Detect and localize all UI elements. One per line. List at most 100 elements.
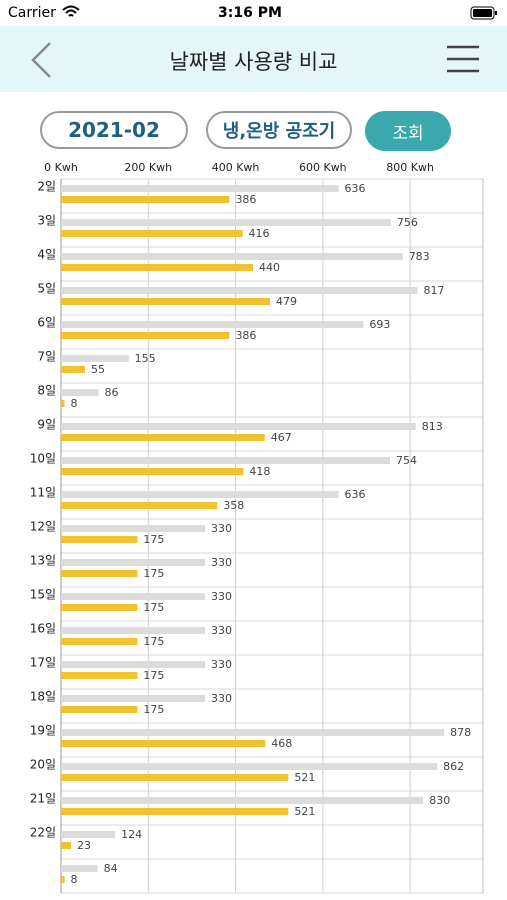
value-label: 693 <box>369 318 390 331</box>
value-label: 756 <box>397 216 418 229</box>
page-title: 날짜별 사용량 비교 <box>169 50 338 74</box>
value-label: 175 <box>143 533 164 546</box>
bar <box>61 264 254 271</box>
bar <box>61 638 138 645</box>
bar <box>61 740 266 747</box>
value-label: 358 <box>223 499 244 512</box>
back-button[interactable] <box>28 40 58 80</box>
bar <box>61 797 424 804</box>
y-tick-label: 5일 <box>37 282 56 296</box>
y-tick-label: 3일 <box>37 214 56 228</box>
bar <box>61 525 206 532</box>
bar <box>61 593 206 600</box>
value-label: 86 <box>105 386 119 399</box>
value-label: 878 <box>450 726 471 739</box>
value-label: 330 <box>211 624 232 637</box>
bar <box>61 400 65 407</box>
value-label: 155 <box>135 352 156 365</box>
value-label: 467 <box>271 431 292 444</box>
y-tick-label: 16일 <box>30 622 56 636</box>
carrier: Carrier <box>8 5 56 21</box>
value-label: 84 <box>104 862 118 875</box>
bar <box>61 434 265 441</box>
y-tick-label: 11일 <box>30 486 56 500</box>
bar <box>61 876 65 883</box>
value-label: 783 <box>409 250 430 263</box>
month-selector[interactable]: 2021-02 <box>40 111 188 149</box>
menu-button[interactable] <box>446 44 480 74</box>
bar <box>61 491 339 498</box>
bar <box>61 842 72 849</box>
bar <box>61 219 391 226</box>
device-selector[interactable]: 냉,온방 공조기 <box>206 111 352 149</box>
bar <box>61 321 364 328</box>
y-tick-label: 2일 <box>37 180 56 194</box>
value-label: 479 <box>276 295 297 308</box>
value-label: 440 <box>259 261 280 274</box>
value-label: 175 <box>143 669 164 682</box>
value-label: 636 <box>345 182 366 195</box>
bar <box>61 332 230 339</box>
x-tick-label: 200 Kwh <box>124 161 172 174</box>
value-label: 175 <box>143 703 164 716</box>
wifi-icon <box>62 5 80 17</box>
bar <box>61 729 445 736</box>
bar <box>61 468 244 475</box>
x-tick-label: 600 Kwh <box>299 161 347 174</box>
y-tick-label: 4일 <box>37 248 56 262</box>
value-label: 330 <box>211 658 232 671</box>
y-tick-label: 10일 <box>30 452 56 466</box>
x-tick-label: 800 Kwh <box>386 161 434 174</box>
value-label: 330 <box>211 556 232 569</box>
value-label: 175 <box>143 635 164 648</box>
y-tick-label: 17일 <box>30 656 56 670</box>
value-label: 521 <box>294 771 315 784</box>
bar <box>61 627 206 634</box>
y-tick-label: 13일 <box>30 554 56 568</box>
value-label: 330 <box>211 522 232 535</box>
bar <box>61 230 243 237</box>
y-tick-label: 12일 <box>30 520 56 534</box>
bar <box>61 559 206 566</box>
y-tick-label: 15일 <box>30 588 56 602</box>
value-label: 330 <box>211 590 232 603</box>
value-label: 386 <box>235 193 256 206</box>
bar <box>61 196 230 203</box>
status-bar: Carrier 3:16 PM <box>0 0 507 26</box>
value-label: 175 <box>143 601 164 614</box>
bar <box>61 763 438 770</box>
value-label: 8 <box>70 873 77 886</box>
value-label: 55 <box>91 363 105 376</box>
value-label: 386 <box>235 329 256 342</box>
y-tick-label: 6일 <box>37 316 56 330</box>
y-tick-label: 7일 <box>37 350 56 364</box>
bar <box>61 661 206 668</box>
value-label: 813 <box>422 420 443 433</box>
bar <box>61 502 218 509</box>
bar <box>61 672 138 679</box>
search-button[interactable]: 조회 <box>365 111 451 151</box>
bar <box>61 808 289 815</box>
value-label: 817 <box>424 284 445 297</box>
y-tick-label: 8일 <box>37 384 56 398</box>
x-tick-label: 400 Kwh <box>212 161 260 174</box>
value-label: 175 <box>143 567 164 580</box>
value-label: 521 <box>294 805 315 818</box>
chart: 0 Kwh 200 Kwh 400 Kwh 600 Kwh 800 Kwh 2일 636 38… <box>30 161 484 894</box>
y-tick-label: 22일 <box>30 826 56 840</box>
battery-icon <box>470 6 497 20</box>
bar <box>61 695 206 702</box>
bar <box>61 355 129 362</box>
bar <box>61 865 98 872</box>
bar <box>61 253 403 260</box>
y-tick-label: 18일 <box>30 690 56 704</box>
bar <box>61 287 418 294</box>
bar <box>61 185 339 192</box>
bar <box>61 536 138 543</box>
value-label: 416 <box>249 227 270 240</box>
bar <box>61 389 99 396</box>
bar <box>61 366 86 373</box>
bar <box>61 831 116 838</box>
bar <box>61 570 138 577</box>
